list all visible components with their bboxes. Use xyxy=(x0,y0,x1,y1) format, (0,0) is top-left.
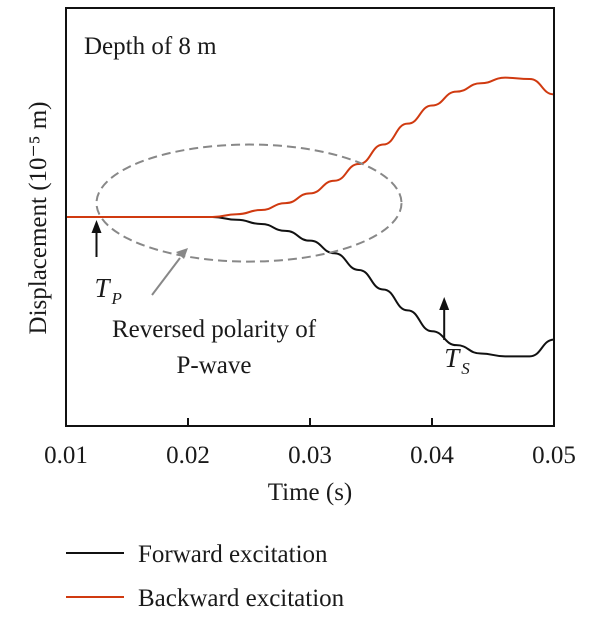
x-tick-label: 0.04 xyxy=(410,442,454,469)
x-axis: 0.01 0.02 0.03 0.04 0.05 xyxy=(44,418,576,469)
y-axis-label: Displacement (10⁻⁵ m) xyxy=(25,102,52,335)
ts-label: T xyxy=(444,343,461,373)
ts-label-sub: S xyxy=(461,359,470,378)
x-tick-label: 0.02 xyxy=(166,442,210,469)
x-axis-label: Time (s) xyxy=(268,479,353,506)
tp-label: T xyxy=(95,273,112,303)
plot-area xyxy=(66,76,554,358)
chart-title: Depth of 8 m xyxy=(84,33,217,60)
note-line-1: Reversed polarity of xyxy=(112,316,317,343)
tp-label-sub: P xyxy=(111,289,122,308)
legend: Forward excitation Backward excitation xyxy=(66,541,345,612)
polarity-ellipse xyxy=(95,143,403,263)
ts-arrow-head xyxy=(439,297,450,310)
series-line-backward xyxy=(66,76,554,218)
legend-label-forward: Forward excitation xyxy=(138,541,328,568)
note-arrow-shaft xyxy=(151,257,181,296)
legend-label-backward: Backward excitation xyxy=(138,585,345,612)
annotations: T PT S xyxy=(91,143,470,378)
x-tick-label: 0.05 xyxy=(532,442,576,469)
x-tick-label: 0.03 xyxy=(288,442,332,469)
note-line-2: P-wave xyxy=(177,352,252,379)
tp-arrow-head xyxy=(91,220,102,233)
note-arrow-head xyxy=(176,248,188,259)
x-tick-label: 0.01 xyxy=(44,442,88,469)
